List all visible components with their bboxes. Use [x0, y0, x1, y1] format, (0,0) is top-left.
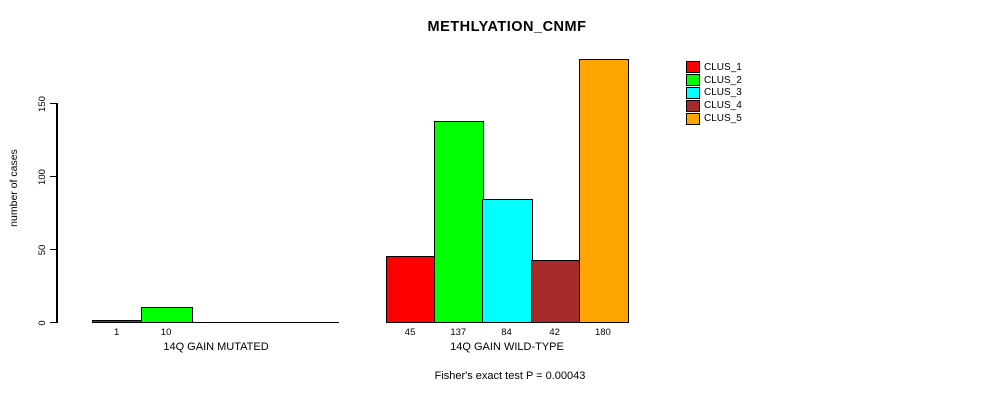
y-tick-label: 50	[37, 244, 48, 255]
legend-label-clus-1: CLUS_1	[704, 61, 742, 73]
bar-CLUS_3	[482, 198, 533, 324]
y-tick-mark	[50, 175, 57, 178]
legend-label-clus-2: CLUS_2	[704, 74, 742, 86]
y-tick-mark	[50, 248, 57, 251]
legend-swatch-clus-1	[686, 61, 700, 74]
group-label-mutated: 14Q GAIN MUTATED	[163, 341, 269, 353]
legend-item: CLUS_2	[686, 74, 742, 87]
legend-item: CLUS_1	[686, 61, 742, 74]
bar-value-label: 137	[450, 327, 467, 338]
y-axis-label: number of cases	[8, 149, 20, 227]
bar-value-label: 42	[549, 327, 560, 338]
y-tick-label: 0	[37, 319, 48, 326]
bar-CLUS_1	[386, 255, 437, 324]
chart-title: METHLYATION_CNMF	[427, 19, 587, 35]
legend-swatch-clus-2	[686, 74, 700, 87]
legend-swatch-clus-3	[686, 86, 700, 99]
x-axis-baseline	[92, 321, 339, 323]
bar-value-label: 45	[404, 327, 416, 338]
bar-value-label: 10	[160, 327, 172, 338]
bar-value-label: 1	[114, 327, 120, 338]
bar-CLUS_1	[92, 320, 144, 324]
legend-label-clus-4: CLUS_4	[704, 100, 742, 112]
y-tick-mark	[50, 321, 57, 324]
y-tick-label: 100	[37, 168, 48, 185]
y-tick-label: 150	[37, 95, 48, 112]
legend-swatch-clus-4	[686, 99, 700, 112]
bar-CLUS_4	[530, 260, 581, 324]
bar-CLUS_5	[578, 58, 629, 324]
y-tick-mark	[50, 102, 57, 105]
legend-label-clus-5: CLUS_5	[704, 113, 742, 125]
fisher-test-annotation: Fisher's exact test P = 0.00043	[434, 370, 586, 382]
legend-item: CLUS_3	[686, 86, 742, 100]
bar-value-label: 180	[594, 327, 611, 338]
bar-CLUS_2	[434, 121, 485, 324]
bar-CLUS_2	[141, 306, 193, 324]
legend-label-clus-3: CLUS_3	[704, 87, 742, 99]
group-label-wildtype: 14Q GAIN WILD-TYPE	[450, 341, 564, 353]
y-axis-line	[56, 103, 58, 323]
legend-item: CLUS_5	[686, 112, 742, 125]
legend-item: CLUS_4	[686, 99, 742, 112]
bar-value-label: 84	[501, 327, 512, 338]
legend-swatch-clus-5	[686, 112, 700, 125]
legend: CLUS_1 CLUS_2 CLUS_3 CLUS_4 CLUS_5	[686, 61, 742, 125]
